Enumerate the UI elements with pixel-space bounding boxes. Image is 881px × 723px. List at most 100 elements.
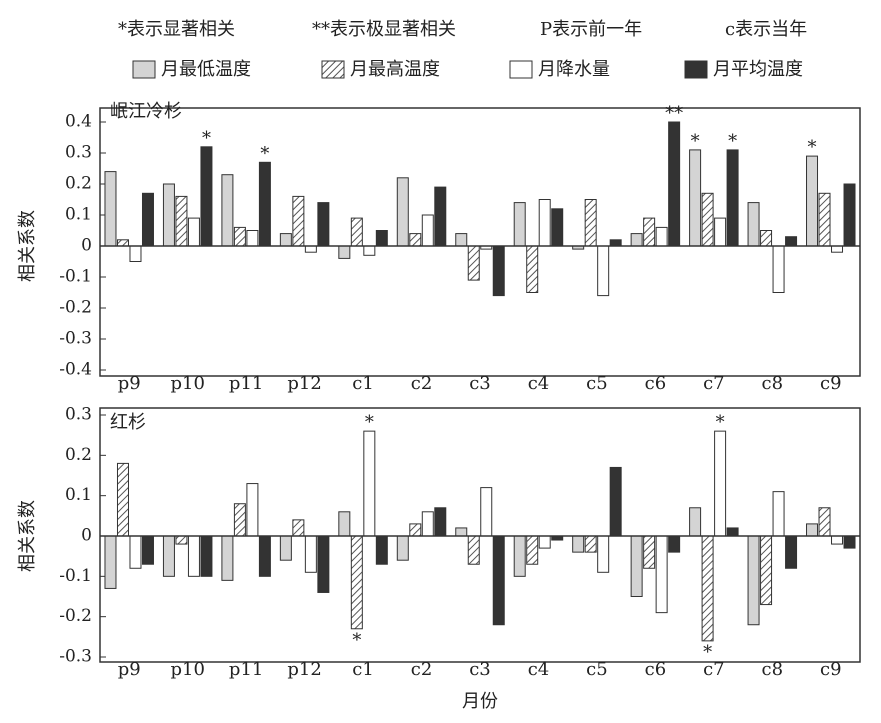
- x-tick-label: p9: [118, 659, 141, 680]
- bar: [258, 535, 271, 577]
- y-tick-label: 0.3: [65, 143, 92, 163]
- y-axis-label: 相关系数: [17, 210, 38, 282]
- y-tick-label: -0.3: [59, 647, 92, 667]
- bar: [246, 483, 259, 537]
- bar: [747, 535, 760, 626]
- x-tick-label: p11: [229, 373, 263, 394]
- bar: [279, 233, 292, 247]
- x-tick-label: c7: [703, 659, 725, 680]
- significance-mark: *: [202, 128, 211, 149]
- y-tick-label: -0.2: [59, 298, 92, 318]
- bar: [668, 121, 681, 247]
- bar: [304, 535, 317, 573]
- bar: [350, 217, 363, 247]
- bar: [513, 202, 526, 247]
- bar: [609, 466, 622, 537]
- x-tick-label: c8: [762, 659, 784, 680]
- bar: [233, 503, 246, 537]
- bar: [409, 523, 422, 537]
- y-tick-label: 0: [81, 236, 92, 256]
- bar: [396, 177, 409, 247]
- bar: [467, 245, 480, 281]
- y-tick-label: 0.1: [65, 485, 92, 505]
- bar: [396, 535, 409, 561]
- bar: [116, 462, 129, 537]
- x-tick-label: c1: [352, 373, 374, 394]
- legend-swatch: [132, 60, 156, 79]
- bar: [409, 233, 422, 247]
- legend-swatch: [509, 60, 533, 79]
- legend-swatch: [321, 60, 345, 79]
- bar: [597, 535, 610, 573]
- note: **表示极显著相关: [312, 19, 456, 40]
- bar: [246, 230, 259, 247]
- x-tick-label: p9: [118, 373, 141, 394]
- y-tick-label: 0.4: [65, 112, 92, 132]
- bar: [806, 523, 819, 537]
- bar: [772, 245, 785, 293]
- bar: [455, 233, 468, 247]
- y-tick-label: 0: [81, 526, 92, 546]
- bar: [831, 245, 844, 253]
- bar: [375, 535, 388, 565]
- bar: [551, 208, 564, 247]
- x-axis-label: 月份: [462, 691, 498, 712]
- x-tick-label: c5: [586, 659, 608, 680]
- bar: [492, 535, 505, 626]
- bar: [375, 230, 388, 247]
- panel-title: 岷江冷杉: [110, 101, 182, 122]
- bar: [526, 535, 539, 565]
- bar: [162, 183, 175, 247]
- bar: [760, 535, 773, 606]
- bar: [292, 195, 305, 247]
- significance-mark: *: [691, 131, 700, 152]
- legend-label: 月降水量: [538, 59, 610, 80]
- bar: [597, 245, 610, 297]
- bar: [747, 202, 760, 247]
- bar: [338, 511, 351, 537]
- significance-mark: *: [716, 412, 725, 433]
- x-tick-label: c5: [586, 373, 608, 394]
- significance-mark: *: [352, 630, 361, 651]
- bar: [292, 519, 305, 537]
- bar: [818, 507, 831, 537]
- bar: [609, 239, 622, 247]
- bar: [187, 217, 200, 247]
- bar: [141, 535, 154, 565]
- legend-label: 月平均温度: [713, 59, 803, 80]
- x-tick-label: c9: [820, 373, 842, 394]
- y-tick-label: -0.2: [59, 606, 92, 626]
- bar: [655, 535, 668, 614]
- note: *表示显著相关: [118, 19, 235, 40]
- bar: [258, 161, 271, 247]
- bar: [129, 245, 142, 262]
- bar: [233, 226, 246, 247]
- x-tick-label: p11: [229, 659, 263, 680]
- bar: [714, 430, 727, 537]
- bar: [129, 535, 142, 569]
- y-tick-label: -0.4: [59, 360, 92, 380]
- bar: [538, 535, 551, 549]
- x-tick-label: p10: [170, 659, 204, 680]
- bar: [363, 245, 376, 256]
- x-tick-label: c3: [469, 659, 491, 680]
- significance-mark: *: [808, 137, 817, 158]
- y-tick-label: 0.1: [65, 205, 92, 225]
- panel-title: 红杉: [110, 412, 146, 433]
- x-tick-label: p12: [287, 373, 321, 394]
- bar: [434, 507, 447, 537]
- x-tick-label: c4: [528, 659, 550, 680]
- bar: [526, 245, 539, 293]
- bar: [643, 217, 656, 247]
- significance-mark: *: [728, 131, 737, 152]
- y-tick-label: 0.3: [65, 405, 92, 425]
- bar: [538, 199, 551, 247]
- bar: [480, 487, 493, 537]
- x-tick-label: c4: [528, 373, 550, 394]
- bar: [668, 535, 681, 553]
- bar: [689, 149, 702, 247]
- significance-mark: *: [703, 642, 712, 663]
- bar: [338, 245, 351, 259]
- bar: [572, 535, 585, 553]
